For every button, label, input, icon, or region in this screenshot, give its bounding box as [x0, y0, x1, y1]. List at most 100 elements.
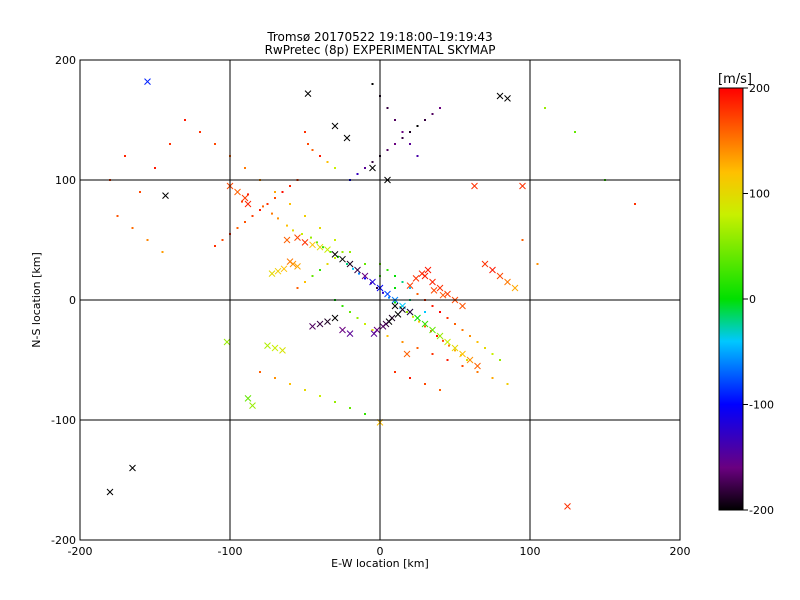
cross-point	[331, 251, 339, 258]
dot-point	[221, 239, 224, 241]
cross-point	[346, 260, 354, 268]
cross-point	[406, 282, 414, 289]
dot-point	[356, 317, 359, 319]
cross-point	[324, 318, 331, 325]
x-axis-label: E-W location [km]	[331, 557, 429, 570]
dot-point	[311, 275, 314, 277]
cross-point	[414, 314, 421, 322]
dot-point	[431, 353, 434, 355]
dot-point	[326, 263, 329, 265]
dot-point	[424, 383, 426, 385]
cross-point	[424, 266, 432, 274]
cross-point	[244, 395, 252, 402]
cross-point	[106, 488, 114, 496]
dot-point	[536, 263, 539, 265]
dot-point	[326, 161, 329, 163]
y-tick-label: 100	[55, 174, 76, 187]
cross-point	[324, 246, 331, 253]
y-tick-label: 200	[55, 54, 76, 67]
dot-point	[319, 269, 321, 271]
dot-point	[277, 217, 279, 220]
cross-point	[280, 265, 288, 273]
colorbar-tick-label: -200	[749, 504, 774, 517]
dot-point	[461, 329, 464, 331]
dot-point	[574, 131, 576, 133]
dot-point	[406, 311, 408, 313]
dot-point	[247, 193, 249, 196]
dot-point	[310, 236, 312, 239]
cross-point	[129, 464, 136, 472]
cross-point	[294, 263, 301, 270]
dot-point	[322, 246, 324, 249]
colorbar-ticks: -200 -100 0 100 200	[743, 82, 774, 517]
cross-point	[474, 362, 481, 370]
dot-point	[124, 155, 126, 157]
cross-point	[519, 182, 526, 190]
dot-point	[311, 149, 314, 151]
dot-point	[431, 113, 434, 115]
dot-point	[304, 215, 306, 217]
cross-point	[339, 255, 346, 263]
dot-point	[259, 371, 261, 373]
cross-point	[511, 284, 519, 292]
dot-point	[146, 239, 149, 241]
dot-point	[634, 203, 636, 205]
dot-point	[319, 155, 321, 157]
dot-point	[416, 125, 419, 127]
dot-point	[289, 203, 291, 205]
dot-point	[199, 131, 201, 133]
dot-point	[356, 173, 359, 175]
dot-point	[259, 209, 261, 211]
dot-point	[319, 227, 321, 229]
cross-point	[412, 275, 420, 282]
dot-point	[416, 155, 419, 157]
dot-point	[376, 287, 378, 289]
x-tick-label: 100	[520, 545, 541, 558]
cross-point	[430, 287, 438, 294]
dot-point	[116, 215, 119, 217]
dot-point	[401, 131, 404, 133]
data-points	[106, 78, 636, 510]
dot-point	[244, 167, 246, 169]
dot-point	[352, 267, 354, 270]
cross-point	[504, 95, 511, 102]
cross-point	[309, 241, 316, 249]
y-tick-label: -100	[51, 414, 76, 427]
colorbar-tick-label: 200	[749, 82, 770, 95]
dot-point	[154, 167, 156, 169]
dot-point	[364, 323, 366, 325]
cross-point	[421, 320, 429, 328]
dot-point	[341, 305, 344, 307]
dot-point	[446, 317, 449, 319]
cross-point	[274, 267, 282, 275]
dot-point	[436, 335, 438, 337]
cross-point	[249, 402, 256, 409]
cross-point	[304, 90, 312, 97]
dot-point	[382, 291, 384, 294]
cross-point	[162, 192, 169, 199]
dot-point	[412, 315, 414, 318]
dot-point	[388, 296, 390, 299]
y-axis-ticks: -200 -100 0 100 200	[51, 54, 76, 547]
dot-point	[274, 377, 276, 379]
colorbar-label: [m/s]	[718, 72, 752, 87]
dot-point	[446, 359, 449, 361]
dot-point	[296, 287, 299, 289]
colorbar-tick-label: 100	[749, 188, 770, 201]
cross-point	[481, 260, 489, 268]
cross-point	[451, 344, 459, 352]
dot-point	[476, 371, 479, 373]
dot-point	[262, 205, 264, 208]
cross-point	[406, 308, 414, 316]
dot-point	[424, 119, 426, 121]
cross-point	[316, 320, 324, 328]
dot-point	[418, 320, 420, 323]
x-tick-label: -200	[68, 545, 93, 558]
dot-point	[401, 281, 404, 283]
cross-point	[496, 272, 504, 280]
dot-point	[214, 143, 216, 145]
cross-point	[370, 330, 378, 337]
cross-point	[283, 236, 291, 244]
cross-point	[379, 323, 387, 330]
